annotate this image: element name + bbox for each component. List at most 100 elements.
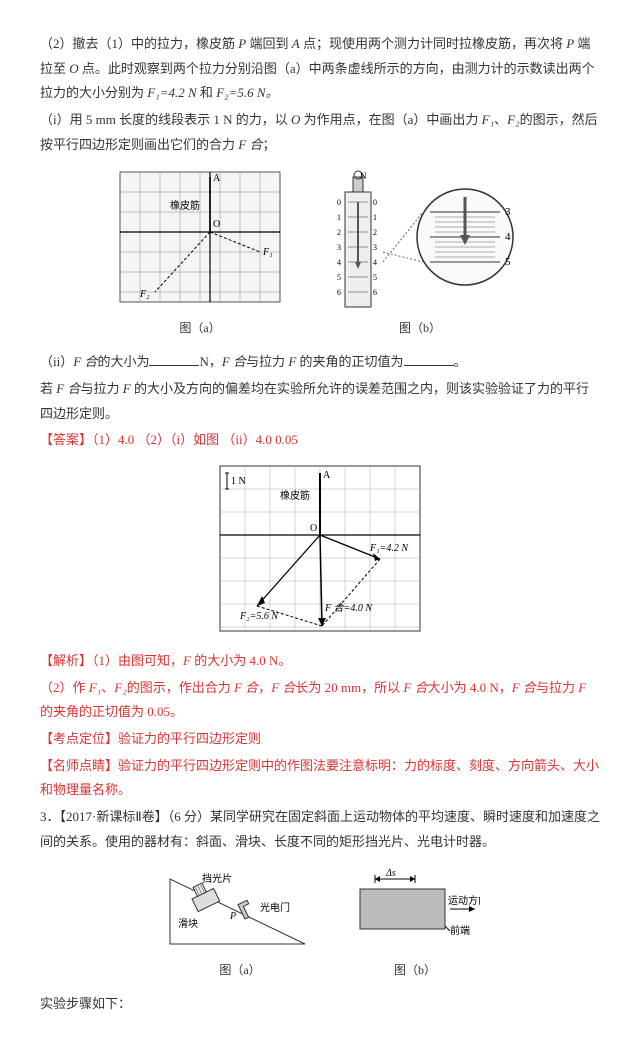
figure-a: A 橡皮筋 O F₁ F₂ 图（a） — [115, 167, 285, 340]
t: 长为 20 mm，所以 — [295, 680, 403, 695]
t: 和 — [197, 85, 217, 100]
kaodian: 【考点定位】验证力的平行四边形定则 — [40, 727, 600, 752]
label-front: 前端 — [450, 924, 470, 937]
t: 大小为 4.0 N， — [428, 680, 512, 695]
svg-text:4: 4 — [337, 258, 341, 267]
label-dir: 运动方向 — [448, 894, 480, 907]
figure-incline-a: 挡光片 滑块 光电门 P 图（a） — [160, 864, 320, 982]
steps-heading: 实验步骤如下： — [40, 992, 600, 1017]
svg-text:5: 5 — [337, 273, 341, 282]
label-Fhe: F 合=4.0 N — [324, 602, 373, 614]
t: 、 — [494, 112, 507, 127]
t: 【解析】 — [40, 653, 92, 668]
var-Fhe: F 合 — [403, 680, 427, 695]
t: 端回到 — [246, 36, 292, 51]
label-gate: 光电门 — [260, 901, 290, 914]
svg-text:0: 0 — [337, 198, 341, 207]
label-A: A — [323, 470, 331, 481]
paragraph-2: （2）撤去（1）中的拉力，橡皮筋 P 端回到 A 点；现使用两个测力计同时拉橡皮… — [40, 32, 600, 106]
q3-head: 3．【2017·新课标Ⅱ卷】（6 分） — [40, 809, 210, 824]
label-F2: F₂=5.6 N — [239, 611, 279, 622]
mag-5: 5 — [505, 256, 511, 268]
t: 的大小为 4.0 N。 — [191, 653, 291, 668]
t: ； — [262, 137, 275, 152]
t: （2）作 — [40, 680, 89, 695]
var-O: O — [291, 112, 300, 127]
figure-b: N 012 345 6 012 345 6 — [315, 167, 525, 340]
var-F1: F₁ — [89, 680, 101, 695]
figure-row-incline: 挡光片 滑块 光电门 P 图（a） Δs 运动方向 — [40, 864, 600, 982]
analysis-2: （2）作 F₁、F₂的图示，作出合力 F 合，F 合长为 20 mm，所以 F … — [40, 676, 600, 725]
figure-incline-b: Δs 运动方向 前端 图（b） — [350, 864, 480, 982]
t: 与拉力 — [246, 354, 288, 369]
mag-4: 4 — [505, 231, 511, 243]
figure-incline-b-caption: 图（b） — [350, 959, 480, 982]
label-ds: Δs — [385, 868, 396, 879]
label-O: O — [213, 219, 220, 230]
t: 为作用点，在图（a）中画出力 — [300, 112, 481, 127]
t: 若 — [40, 381, 56, 396]
paragraph-i: （i）用 5 mm 长度的线段表示 1 N 的力，以 O 为作用点，在图（a）中… — [40, 108, 600, 157]
answer-line: 【答案】（1）4.0 （2）（i）如图 （ii）4.0 0.05 — [40, 428, 600, 453]
t: （1）由图可知， — [92, 653, 183, 668]
var-Fhe: F 合 — [512, 680, 536, 695]
t: N， — [199, 354, 221, 369]
svg-text:1 N: 1 N — [231, 476, 246, 487]
question-3: 3．【2017·新课标Ⅱ卷】（6 分）某同学研究在固定斜面上运动物体的平均速度、… — [40, 805, 600, 854]
t: （2）撤去（1）中的拉力，橡皮筋 — [40, 36, 238, 51]
var-Fhe: F 合 — [222, 354, 246, 369]
t: 与拉力 — [536, 680, 578, 695]
var-Fhe: F 合 — [234, 680, 258, 695]
var-F1: F₁ — [482, 112, 494, 127]
var-F2: F₂ — [507, 112, 519, 127]
var-Fhe: F 合 — [73, 354, 97, 369]
label-F2: F₂ — [139, 289, 150, 300]
figure-solution: 1 N A 橡皮筋 O F₁=4.2 N F₂=5.6 N F 合=4.0 N — [40, 461, 600, 641]
t: ， — [258, 680, 271, 695]
label-rubber: 橡皮筋 — [280, 489, 310, 502]
label-slider: 滑块 — [178, 918, 198, 930]
var-F: F — [183, 653, 191, 668]
var-Fhe: F 合 — [271, 680, 295, 695]
label-block: 挡光片 — [202, 872, 232, 885]
svg-text:2: 2 — [337, 228, 341, 237]
var-Fhe: F 合 — [238, 137, 262, 152]
svg-text:2: 2 — [373, 228, 377, 237]
t: 、 — [101, 680, 114, 695]
figure-b-caption: 图（b） — [315, 317, 525, 340]
label-O: O — [310, 523, 317, 534]
val-F1: F₁=4.2 N — [147, 85, 196, 100]
t: 点；现使用两个测力计同时拉橡皮筋，再次将 — [300, 36, 567, 51]
t: 与拉力 — [80, 381, 122, 396]
t: 的图示，作出合力 — [127, 680, 234, 695]
var-P: P — [566, 36, 574, 51]
svg-text:6: 6 — [373, 288, 377, 297]
svg-text:5: 5 — [373, 273, 377, 282]
label-N: N — [360, 171, 367, 181]
mingshi: 【名师点睛】验证力的平行四边形定则中的作图法要注意标明：力的标度、刻度、方向箭头… — [40, 754, 600, 803]
var-F2: F₂ — [114, 680, 126, 695]
paragraph-if: 若 F 合与拉力 F 的大小及方向的偏差均在实验所允许的误差范围之内，则该实验验… — [40, 377, 600, 426]
t: 的夹角的正切值为 — [296, 354, 403, 369]
blank-1 — [149, 352, 199, 366]
svg-text:0: 0 — [373, 198, 377, 207]
analysis-1: 【解析】（1）由图可知，F 的大小为 4.0 N。 — [40, 649, 600, 674]
svg-text:1: 1 — [373, 213, 377, 222]
label-F1: F₁ — [262, 247, 273, 258]
t: （i）用 5 mm 长度的线段表示 1 N 的力，以 — [40, 112, 291, 127]
svg-text:3: 3 — [337, 243, 341, 252]
label-A: A — [213, 173, 221, 184]
svg-text:6: 6 — [337, 288, 341, 297]
t: 。 — [454, 354, 467, 369]
paragraph-ii: （ii）F 合的大小为N，F 合与拉力 F 的夹角的正切值为。 — [40, 350, 600, 375]
t: 点。此时观察到两个拉力分别沿图（a）中两条虚线所示的方向，由测力计的示数读出两个… — [40, 61, 595, 101]
blank-2 — [404, 352, 454, 366]
var-F: F — [123, 381, 131, 396]
t: 的大小为 — [97, 354, 149, 369]
figure-row-1: A 橡皮筋 O F₁ F₂ 图（a） N 0 1 2 — [40, 167, 600, 340]
figure-a-caption: 图（a） — [115, 317, 285, 340]
label-P: P — [229, 911, 236, 922]
t: 的夹角的正切值为 0.05。 — [40, 704, 183, 719]
svg-text:4: 4 — [373, 258, 377, 267]
mag-3: 3 — [505, 206, 511, 218]
